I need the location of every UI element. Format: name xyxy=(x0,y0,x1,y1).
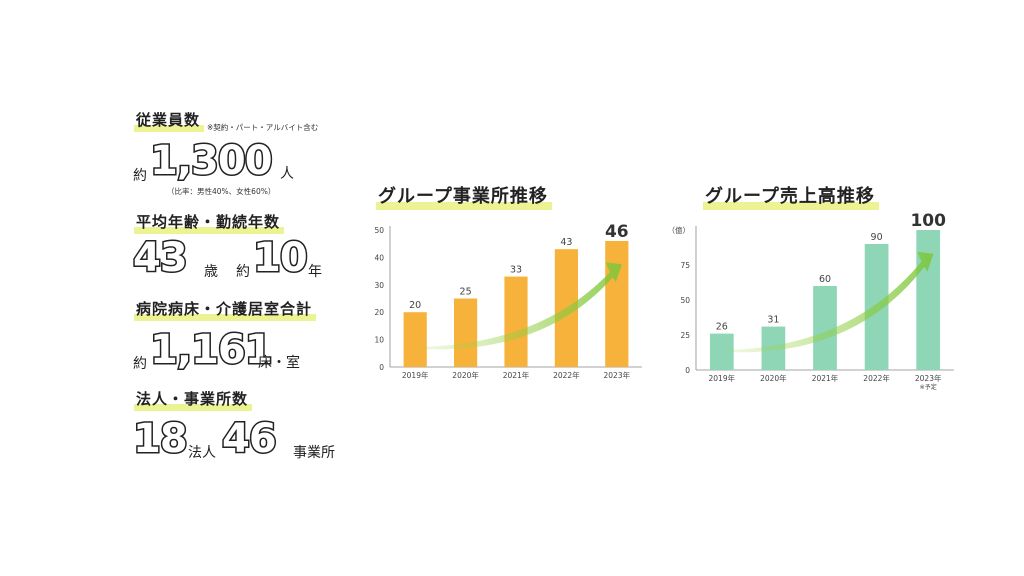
bar xyxy=(454,298,478,367)
x-tick-label: 2022年 xyxy=(863,373,890,383)
data-label: 25 xyxy=(460,287,472,298)
avg-heading: 平均年齢・勤続年数 xyxy=(134,211,285,234)
employees-prefix: 約 xyxy=(133,168,147,184)
employees-unit: 人 xyxy=(280,166,294,182)
bar xyxy=(403,312,427,367)
x-tick-label: 2021年 xyxy=(503,370,530,380)
y-tick-label: 20 xyxy=(374,308,384,317)
corp-value: 18 xyxy=(132,416,190,462)
beds-value: 1,161 xyxy=(149,327,275,373)
y-tick-label: 30 xyxy=(374,281,384,290)
data-label: 100 xyxy=(910,211,946,231)
avg-years-prefix: 約 xyxy=(236,264,250,280)
employees-heading: 従業員数 xyxy=(134,109,205,132)
chart-sales-title: グループ売上高推移 xyxy=(703,182,879,210)
chart-offices-title: グループ事業所推移 xyxy=(376,182,552,210)
y-tick-label: 10 xyxy=(374,336,384,345)
data-label: 90 xyxy=(871,232,883,243)
y-tick-label: 50 xyxy=(374,226,384,235)
beds-heading: 病院病床・介護居室合計 xyxy=(134,298,317,321)
y-tick-label: 75 xyxy=(680,261,690,270)
employees-note: ※契約・パート・アルバイト含む xyxy=(207,123,319,132)
office-value: 46 xyxy=(221,416,279,462)
beds-unit: 床・室 xyxy=(258,355,300,371)
y-tick-label: 25 xyxy=(680,331,690,340)
x-note: ※予定 xyxy=(920,383,937,391)
beds-prefix: 約 xyxy=(133,356,147,372)
x-tick-label: 2023年 xyxy=(604,370,631,380)
chart-offices: 0 10 20 30 40 50 20 2019年 25 2020年 33 2021年 43 2022年 4… xyxy=(374,222,642,380)
data-label: 20 xyxy=(409,300,421,311)
x-tick-label: 2022年 xyxy=(553,370,580,380)
corp-heading: 法人・事業所数 xyxy=(134,388,253,411)
growth-arrow xyxy=(724,251,934,353)
data-label: 26 xyxy=(716,322,728,333)
y-tick-label: 50 xyxy=(680,296,690,305)
data-label: 33 xyxy=(510,265,522,276)
bar xyxy=(916,230,941,370)
x-tick-label: 2019年 xyxy=(402,370,429,380)
avg-age-unit: 歳 xyxy=(204,264,218,280)
corp-unit: 法人 xyxy=(188,445,216,461)
bar xyxy=(813,286,837,370)
data-label: 46 xyxy=(605,222,629,242)
x-tick-label: 2020年 xyxy=(760,373,787,383)
x-tick-label: 2020年 xyxy=(452,370,479,380)
data-label: 43 xyxy=(560,237,572,248)
growth-arrow xyxy=(417,262,622,350)
avg-years-unit: 年 xyxy=(308,264,322,280)
y-tick-label: 40 xyxy=(374,253,384,262)
avg-years-value: 10 xyxy=(252,235,310,281)
data-label: 60 xyxy=(819,274,831,285)
x-tick-label: 2019年 xyxy=(709,373,736,383)
chart-sales: 0 25 50 75 100（億） 26 2019年 31 2020年 60 2021年 90 2022… xyxy=(670,211,954,391)
y-tick-label: 100（億） xyxy=(670,225,690,235)
data-label: 31 xyxy=(767,315,779,326)
bar xyxy=(605,240,629,367)
bar xyxy=(709,333,734,370)
x-tick-label: 2023年 xyxy=(915,373,942,383)
employees-value: 1,300 xyxy=(149,138,275,184)
x-tick-label: 2021年 xyxy=(812,373,839,383)
bar xyxy=(504,276,528,367)
employees-ratio: （比率：男性40%、女性60%） xyxy=(167,187,276,196)
office-unit: 事業所 xyxy=(293,445,335,461)
y-tick-label: 0 xyxy=(685,366,690,375)
y-tick-label: 0 xyxy=(379,363,384,372)
avg-age-value: 43 xyxy=(132,235,190,281)
